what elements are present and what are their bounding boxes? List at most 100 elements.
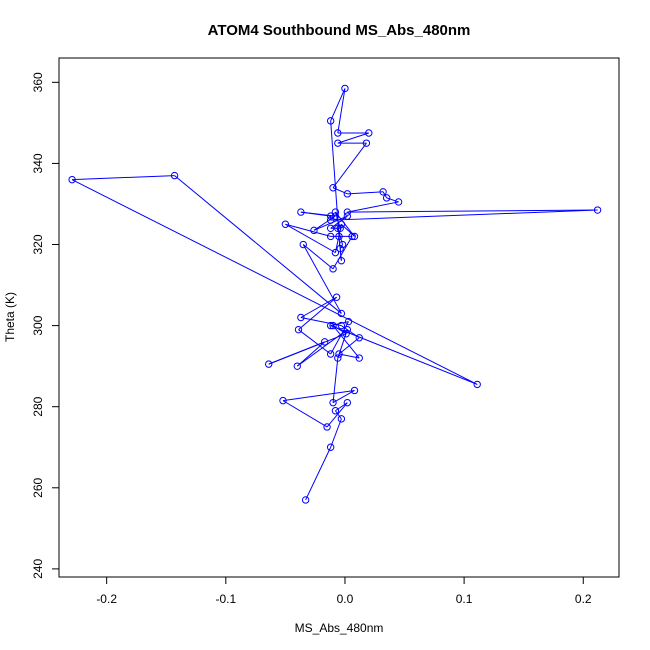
data-point <box>331 212 340 220</box>
x-axis: -0.2 -0.1 0.0 0.1 0.2 <box>96 577 592 606</box>
series-segment <box>282 389 355 402</box>
y-tick-label: 280 <box>31 396 45 416</box>
data-point <box>331 248 340 257</box>
series-segment <box>332 236 353 270</box>
series-segment <box>332 142 367 189</box>
data-point <box>343 212 352 220</box>
data-point <box>326 224 335 232</box>
data-point <box>350 386 359 395</box>
series-segment <box>296 341 326 367</box>
data-point <box>379 188 387 196</box>
data-point <box>335 350 343 358</box>
series-segment <box>298 296 337 331</box>
data-point <box>334 139 342 147</box>
data-point <box>593 206 602 214</box>
data-point <box>331 407 340 415</box>
series-segment <box>386 197 399 203</box>
x-tick-label: -0.1 <box>215 592 236 606</box>
data-point <box>329 321 337 330</box>
series-segment <box>332 390 355 404</box>
y-tick-label: 340 <box>31 153 45 173</box>
series-segment <box>330 209 598 221</box>
data-point <box>281 220 290 228</box>
data-point <box>342 330 350 338</box>
y-axis: 240 260 280 300 320 340 360 <box>31 72 59 579</box>
data-point <box>394 198 403 206</box>
data-point <box>299 240 307 249</box>
series-segment <box>337 88 346 134</box>
series-segment <box>334 224 342 253</box>
data-point <box>341 84 349 93</box>
data-point <box>473 380 481 389</box>
series-segment <box>72 175 175 181</box>
series-segment <box>330 88 346 122</box>
data-point <box>323 423 331 431</box>
data-point <box>336 224 344 232</box>
data-point <box>338 240 347 249</box>
series-segment <box>335 402 348 412</box>
x-tick-label: 0.2 <box>575 592 592 606</box>
series-segment <box>338 337 360 355</box>
data-point <box>293 362 301 370</box>
data-point <box>301 496 310 504</box>
data-point <box>334 224 342 232</box>
series-segment <box>332 357 339 403</box>
chart-title: ATOM4 Southbound MS_Abs_480nm <box>208 22 471 39</box>
data-point <box>337 415 346 423</box>
data-point <box>170 171 179 180</box>
y-tick-label: 260 <box>31 477 45 497</box>
data-point <box>331 208 340 216</box>
data-point <box>344 317 353 326</box>
x-tick-label: 0.0 <box>337 592 354 606</box>
data-point <box>343 325 352 334</box>
x-axis-label: MS_Abs_480nm <box>295 621 384 635</box>
series-segment <box>337 132 369 144</box>
series-segment <box>300 211 331 217</box>
data-point <box>329 398 337 407</box>
series-segment <box>71 179 478 385</box>
data-point <box>335 232 343 241</box>
series-segment <box>285 223 336 254</box>
series-segment <box>174 175 342 314</box>
series-segment <box>332 325 360 359</box>
data-point <box>68 175 76 184</box>
series-segment <box>339 248 342 261</box>
series-segment <box>347 191 384 195</box>
data-point <box>362 139 371 147</box>
y-tick-label: 320 <box>31 234 45 254</box>
data-point <box>337 309 346 318</box>
data-point <box>348 232 356 241</box>
y-tick-label: 240 <box>31 559 45 579</box>
data-point <box>355 354 363 362</box>
data-point <box>265 360 273 368</box>
y-axis-label: Theta (K) <box>3 292 17 342</box>
data-point <box>321 338 329 346</box>
data-point <box>326 350 335 358</box>
series-segment <box>330 120 340 237</box>
data-point <box>337 321 346 330</box>
data-point <box>336 244 344 253</box>
data-point <box>343 190 352 198</box>
data-point <box>326 321 335 330</box>
data-point <box>334 129 342 137</box>
data-point <box>326 212 335 220</box>
data-point <box>365 129 373 137</box>
data-point <box>343 208 352 216</box>
series-segment <box>339 244 344 249</box>
data-point <box>297 313 305 322</box>
series-segment <box>305 447 332 501</box>
series-segment <box>298 329 331 355</box>
series-segment <box>347 209 598 213</box>
x-tick-label: -0.2 <box>96 592 117 606</box>
data-point <box>310 226 318 235</box>
data-point <box>294 325 303 334</box>
data-point <box>326 216 335 224</box>
y-tick-label: 360 <box>31 72 45 92</box>
data-point <box>329 184 337 192</box>
y-tick-label: 300 <box>31 315 45 335</box>
plot-frame <box>58 57 620 578</box>
data-point <box>297 208 305 216</box>
series-segment <box>326 402 348 428</box>
data-point <box>332 293 341 301</box>
data-point <box>326 117 335 125</box>
